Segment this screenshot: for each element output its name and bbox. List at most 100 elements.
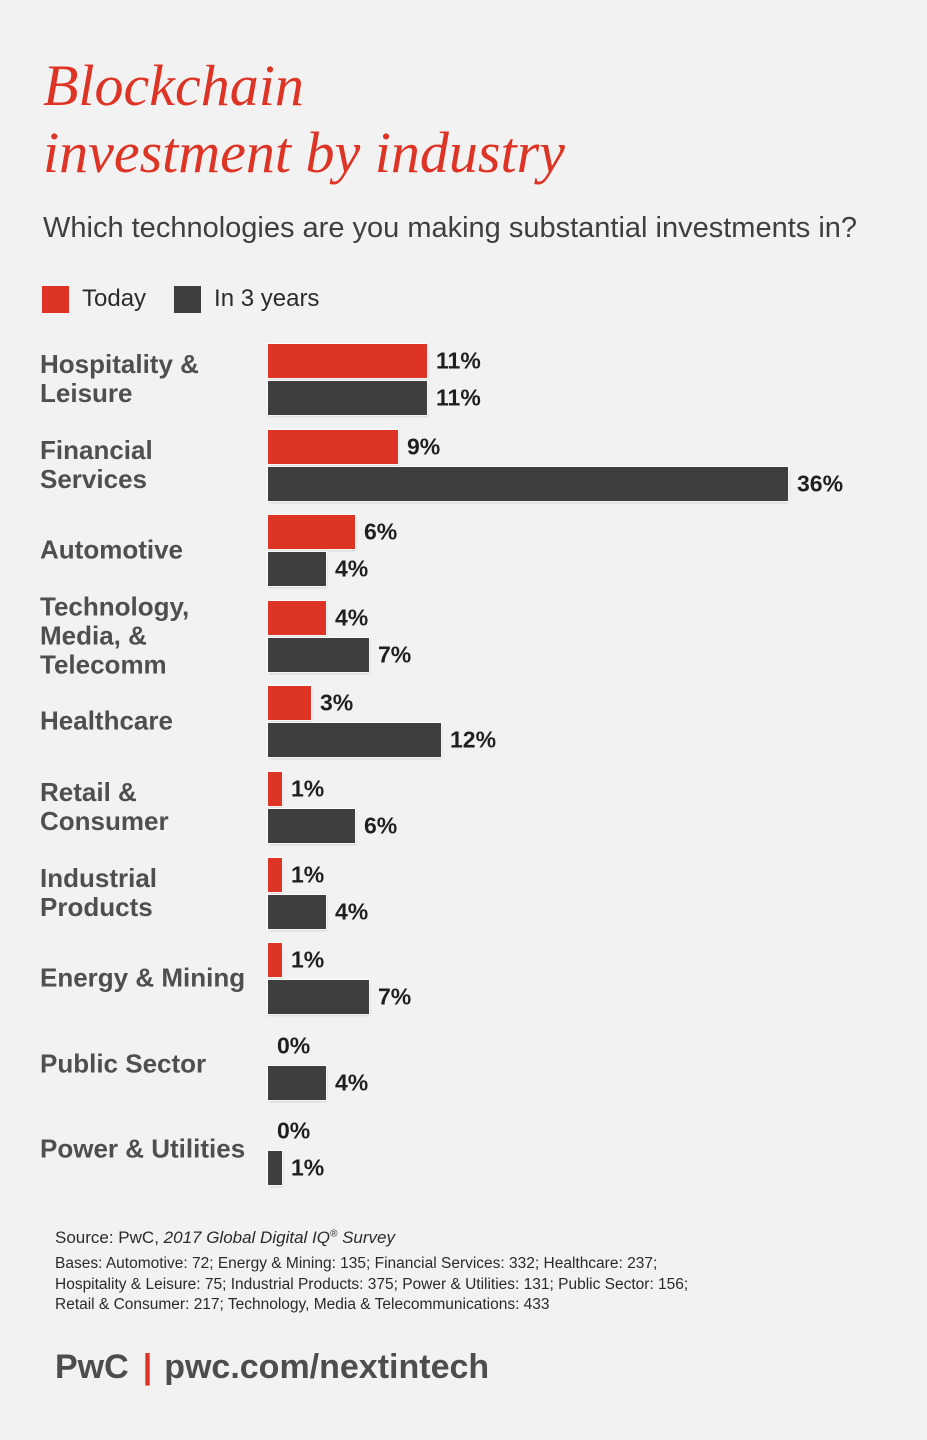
- today-swatch-icon: [42, 285, 69, 313]
- footer-separator: |: [142, 1348, 153, 1386]
- in-3-years-value: 7%: [378, 983, 412, 1010]
- category-label: Energy & Mining: [40, 962, 265, 993]
- chart-row: Hospitality & Leisure 11% 11%: [0, 344, 927, 416]
- chart-row: Energy & Mining 1% 7%: [0, 943, 927, 1015]
- today-value: 4%: [335, 604, 369, 631]
- category-label: Retail & Consumer: [40, 778, 265, 836]
- category-label-line: Services: [40, 464, 147, 494]
- in-3-years-bar: [268, 467, 788, 501]
- chart-row: Industrial Products 1% 4%: [0, 858, 927, 930]
- legend-item-today: Today: [42, 285, 146, 313]
- category-label: Industrial Products: [40, 864, 265, 922]
- chart-row: Automotive 6% 4%: [0, 515, 927, 587]
- in-3-years-bar: [268, 723, 441, 757]
- in-3-years-bar: [268, 895, 326, 929]
- in-3-years-bar: [268, 381, 427, 415]
- in-3-years-bar: [268, 1066, 326, 1100]
- category-label-line: Financial: [40, 435, 153, 465]
- chart-row: Retail & Consumer 1% 6%: [0, 772, 927, 844]
- category-label-line: Products: [40, 892, 153, 922]
- in-3-years-bar: [268, 638, 369, 672]
- source-survey-title: 2017 Global Digital IQ: [163, 1228, 330, 1247]
- today-value: 3%: [320, 689, 354, 716]
- today-bar: [268, 344, 427, 378]
- today-value: 6%: [364, 518, 398, 545]
- chart-row: Public Sector 0% 4%: [0, 1029, 927, 1101]
- today-bar: [268, 430, 398, 464]
- category-label: Technology, Media, & Telecomm: [40, 591, 265, 680]
- legend-item-in-3-years: In 3 years: [174, 285, 319, 313]
- in-3-years-value: 7%: [378, 641, 412, 668]
- source-survey-suffix: Survey: [337, 1228, 395, 1247]
- category-label-line: Hospitality &: [40, 349, 199, 379]
- in-3-years-value: 12%: [450, 726, 497, 753]
- today-value: 9%: [407, 433, 441, 460]
- footer: PwC | pwc.com/nextintech: [55, 1348, 489, 1387]
- page-title: Blockchain investment by industry: [43, 52, 565, 186]
- in-3-years-value: 4%: [335, 898, 369, 925]
- category-label-line: Technology,: [40, 591, 190, 622]
- legend-label-today: Today: [82, 285, 147, 312]
- category-label: Automotive: [40, 534, 265, 565]
- in-3-years-bar: [268, 809, 355, 843]
- category-label: Power & Utilities: [40, 1133, 265, 1164]
- source-line: Source: PwC, 2017 Global Digital IQ® Sur…: [55, 1228, 395, 1248]
- category-label-line: Telecomm: [40, 649, 167, 680]
- bases-note: Bases: Automotive: 72; Energy & Mining: …: [55, 1254, 688, 1316]
- today-bar: [268, 943, 282, 977]
- in-3-years-bar: [268, 980, 369, 1014]
- today-value: 11%: [436, 347, 481, 374]
- chart: Hospitality & Leisure 11% 11% Financial Servi…: [0, 344, 927, 1214]
- today-bar: [268, 601, 326, 635]
- today-bar: [268, 515, 355, 549]
- category-label-line: Leisure: [40, 378, 133, 408]
- in-3-years-swatch-icon: [174, 285, 202, 313]
- chart-row: Power & Utilities 0% 1%: [0, 1114, 927, 1186]
- in-3-years-value: 4%: [335, 1069, 369, 1096]
- category-label-line: Public Sector: [40, 1048, 207, 1079]
- category-label: Public Sector: [40, 1048, 265, 1079]
- today-value: 1%: [291, 775, 325, 802]
- in-3-years-bar: [268, 552, 326, 586]
- chart-row: Healthcare 3% 12%: [0, 686, 927, 758]
- category-label: Healthcare: [40, 705, 265, 736]
- category-label-line: Industrial: [40, 863, 158, 893]
- category-label-line: Energy & Mining: [40, 962, 246, 993]
- today-bar: [268, 686, 311, 720]
- today-bar: [268, 772, 282, 806]
- bases-line-1: Bases: Automotive: 72; Energy & Mining: …: [55, 1255, 658, 1272]
- category-label-line: Consumer: [40, 806, 169, 836]
- pwc-logo: PwC: [55, 1348, 129, 1386]
- today-value: 1%: [291, 946, 325, 973]
- category-label-line: Healthcare: [40, 705, 173, 736]
- chart-row: Financial Services 9% 36%: [0, 430, 927, 502]
- footer-url: pwc.com/nextintech: [164, 1348, 490, 1386]
- category-label: Financial Services: [40, 436, 265, 494]
- today-value: 0%: [277, 1117, 311, 1144]
- in-3-years-value: 1%: [291, 1154, 325, 1181]
- today-value: 1%: [291, 861, 325, 888]
- page-title-line2: investment by industry: [43, 120, 565, 185]
- in-3-years-value: 36%: [797, 470, 844, 497]
- category-label-line: Power & Utilities: [40, 1133, 246, 1164]
- today-value: 0%: [277, 1032, 311, 1059]
- category-label-line: Media, &: [40, 620, 147, 651]
- in-3-years-value: 6%: [364, 812, 398, 839]
- bases-line-3: Retail & Consumer: 217; Technology, Medi…: [55, 1296, 550, 1313]
- source-prefix: Source: PwC,: [55, 1228, 164, 1247]
- category-label-line: Automotive: [40, 534, 183, 565]
- registered-mark: ®: [329, 1228, 338, 1240]
- in-3-years-value: 4%: [335, 555, 369, 582]
- page-title-line1: Blockchain: [43, 53, 304, 118]
- in-3-years-bar: [268, 1151, 282, 1185]
- category-label-line: Retail &: [40, 777, 137, 807]
- chart-question: Which technologies are you making substa…: [43, 212, 858, 244]
- legend: Today In 3 years: [42, 285, 347, 313]
- today-bar: [268, 858, 282, 892]
- chart-row: Technology, Media, & Telecomm 4% 7%: [0, 592, 927, 679]
- bases-line-2: Hospitality & Leisure: 75; Industrial Pr…: [55, 1275, 689, 1293]
- category-label: Hospitality & Leisure: [40, 350, 265, 408]
- in-3-years-value: 11%: [436, 384, 481, 411]
- legend-label-in-3-years: In 3 years: [214, 285, 320, 312]
